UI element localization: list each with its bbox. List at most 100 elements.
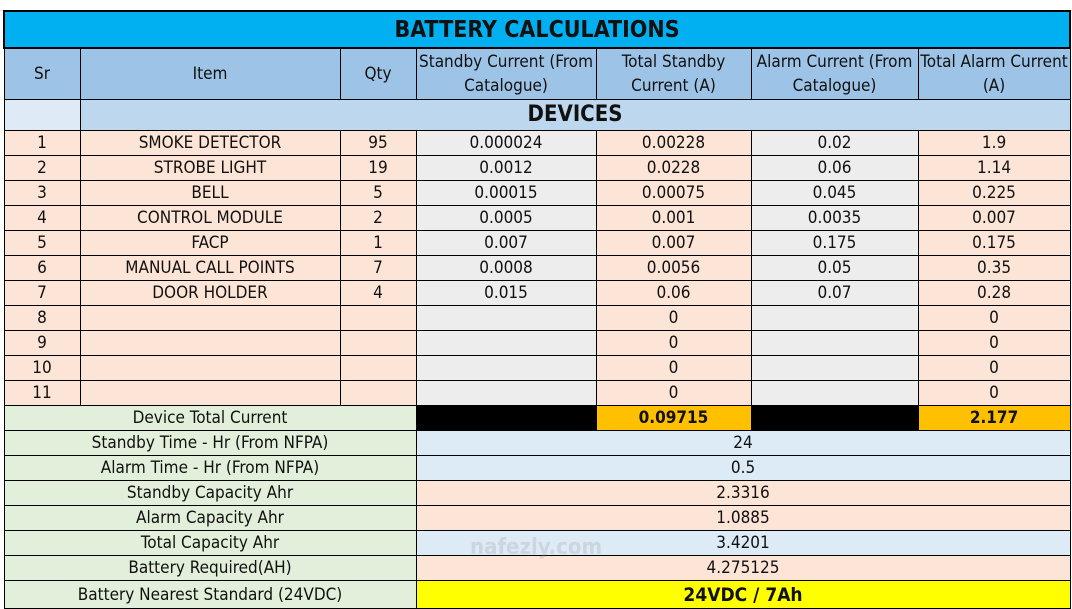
- cell-sr[interactable]: 3: [3, 180, 81, 206]
- device-total-label[interactable]: Device Total Current: [3, 405, 417, 431]
- cell-ac[interactable]: 0.07: [750, 280, 919, 306]
- summary-label[interactable]: Standby Time - Hr (From NFPA): [3, 430, 417, 456]
- cell-item[interactable]: MANUAL CALL POINTS: [79, 255, 341, 281]
- cell-sc[interactable]: 0.0012: [415, 155, 597, 181]
- summary-value[interactable]: 24: [415, 430, 1071, 456]
- header-total-standby[interactable]: Total Standby Current (A): [595, 47, 752, 100]
- cell-ts[interactable]: 0.001: [595, 205, 752, 231]
- summary-value[interactable]: 4.275125: [415, 555, 1071, 581]
- cell-ts[interactable]: 0.007: [595, 230, 752, 256]
- cell-sr[interactable]: 10: [3, 355, 81, 381]
- header-standby-catalogue[interactable]: Standby Current (From Catalogue): [415, 47, 597, 100]
- total-standby-value[interactable]: 0.09715: [595, 405, 752, 431]
- cell-sc[interactable]: 0.0005: [415, 205, 597, 231]
- cell-ts[interactable]: 0: [595, 380, 752, 406]
- summary-value[interactable]: 3.4201: [415, 530, 1071, 556]
- cell-qty[interactable]: 4: [339, 280, 417, 306]
- cell-ac[interactable]: 0.175: [750, 230, 919, 256]
- cell-qty[interactable]: [339, 305, 417, 331]
- cell-ac[interactable]: [750, 305, 919, 331]
- cell-sc[interactable]: [415, 305, 597, 331]
- cell-ac[interactable]: 0.0035: [750, 205, 919, 231]
- cell-ts[interactable]: 0.0056: [595, 255, 752, 281]
- cell-item[interactable]: [79, 330, 341, 356]
- summary-value[interactable]: 1.0885: [415, 505, 1071, 531]
- cell-ac[interactable]: [750, 355, 919, 381]
- cell-sr[interactable]: 8: [3, 305, 81, 331]
- summary-label[interactable]: Total Capacity Ahr: [3, 530, 417, 556]
- cell-ts[interactable]: 0: [595, 330, 752, 356]
- cell-ta[interactable]: 0: [917, 380, 1071, 406]
- cell-qty[interactable]: 7: [339, 255, 417, 281]
- summary-value[interactable]: 2.3316: [415, 480, 1071, 506]
- cell-item[interactable]: [79, 355, 341, 381]
- cell-item[interactable]: SMOKE DETECTOR: [79, 130, 341, 156]
- blank-cell[interactable]: [3, 99, 81, 131]
- cell-qty[interactable]: [339, 330, 417, 356]
- cell-sc[interactable]: [415, 330, 597, 356]
- header-item[interactable]: Item: [79, 47, 341, 100]
- cell-sc[interactable]: [415, 380, 597, 406]
- cell-ts[interactable]: 0.06: [595, 280, 752, 306]
- cell-ta[interactable]: 0.28: [917, 280, 1071, 306]
- cell-sc[interactable]: 0.007: [415, 230, 597, 256]
- cell-ts[interactable]: 0.00228: [595, 130, 752, 156]
- table-title[interactable]: BATTERY CALCULATIONS: [2, 10, 1072, 49]
- cell-ta[interactable]: 0: [917, 355, 1071, 381]
- summary-label[interactable]: Standby Capacity Ahr: [3, 480, 417, 506]
- cell-ac[interactable]: 0.05: [750, 255, 919, 281]
- cell-qty[interactable]: 2: [339, 205, 417, 231]
- total-alarm-value[interactable]: 2.177: [917, 405, 1071, 431]
- cell-sr[interactable]: 5: [3, 230, 81, 256]
- cell-ac[interactable]: 0.06: [750, 155, 919, 181]
- header-alarm-catalogue[interactable]: Alarm Current (From Catalogue): [750, 47, 919, 100]
- cell-sr[interactable]: 11: [3, 380, 81, 406]
- summary-label[interactable]: Alarm Time - Hr (From NFPA): [3, 455, 417, 481]
- blank-black-cell[interactable]: [750, 405, 919, 431]
- cell-sr[interactable]: 2: [3, 155, 81, 181]
- cell-sr[interactable]: 6: [3, 255, 81, 281]
- cell-ta[interactable]: 0.007: [917, 205, 1071, 231]
- cell-ts[interactable]: 0.00075: [595, 180, 752, 206]
- cell-ts[interactable]: 0: [595, 305, 752, 331]
- cell-ta[interactable]: 1.14: [917, 155, 1071, 181]
- cell-qty[interactable]: [339, 355, 417, 381]
- summary-value[interactable]: 0.5: [415, 455, 1071, 481]
- cell-item[interactable]: CONTROL MODULE: [79, 205, 341, 231]
- cell-ta[interactable]: 0: [917, 305, 1071, 331]
- cell-ts[interactable]: 0: [595, 355, 752, 381]
- cell-ta[interactable]: 0: [917, 330, 1071, 356]
- cell-ta[interactable]: 0.175: [917, 230, 1071, 256]
- cell-item[interactable]: STROBE LIGHT: [79, 155, 341, 181]
- battery-standard-label[interactable]: Battery Nearest Standard (24VDC): [3, 580, 417, 609]
- cell-item[interactable]: [79, 380, 341, 406]
- cell-ts[interactable]: 0.0228: [595, 155, 752, 181]
- cell-sc[interactable]: 0.00015: [415, 180, 597, 206]
- section-devices[interactable]: DEVICES: [79, 99, 1071, 131]
- cell-item[interactable]: FACP: [79, 230, 341, 256]
- cell-ta[interactable]: 0.35: [917, 255, 1071, 281]
- cell-sc[interactable]: [415, 355, 597, 381]
- cell-item[interactable]: BELL: [79, 180, 341, 206]
- cell-sr[interactable]: 7: [3, 280, 81, 306]
- header-total-alarm[interactable]: Total Alarm Current (A): [917, 47, 1071, 100]
- cell-sr[interactable]: 4: [3, 205, 81, 231]
- cell-qty[interactable]: 5: [339, 180, 417, 206]
- cell-ta[interactable]: 0.225: [917, 180, 1071, 206]
- cell-ta[interactable]: 1.9: [917, 130, 1071, 156]
- cell-sc[interactable]: 0.0008: [415, 255, 597, 281]
- summary-label[interactable]: Alarm Capacity Ahr: [3, 505, 417, 531]
- cell-qty[interactable]: 1: [339, 230, 417, 256]
- cell-ac[interactable]: [750, 330, 919, 356]
- cell-ac[interactable]: 0.045: [750, 180, 919, 206]
- cell-ac[interactable]: [750, 380, 919, 406]
- blank-black-cell[interactable]: [415, 405, 597, 431]
- cell-item[interactable]: DOOR HOLDER: [79, 280, 341, 306]
- cell-qty[interactable]: 19: [339, 155, 417, 181]
- cell-item[interactable]: [79, 305, 341, 331]
- header-qty[interactable]: Qty: [339, 47, 417, 100]
- cell-sc[interactable]: 0.000024: [415, 130, 597, 156]
- cell-sr[interactable]: 1: [3, 130, 81, 156]
- cell-ac[interactable]: 0.02: [750, 130, 919, 156]
- cell-sc[interactable]: 0.015: [415, 280, 597, 306]
